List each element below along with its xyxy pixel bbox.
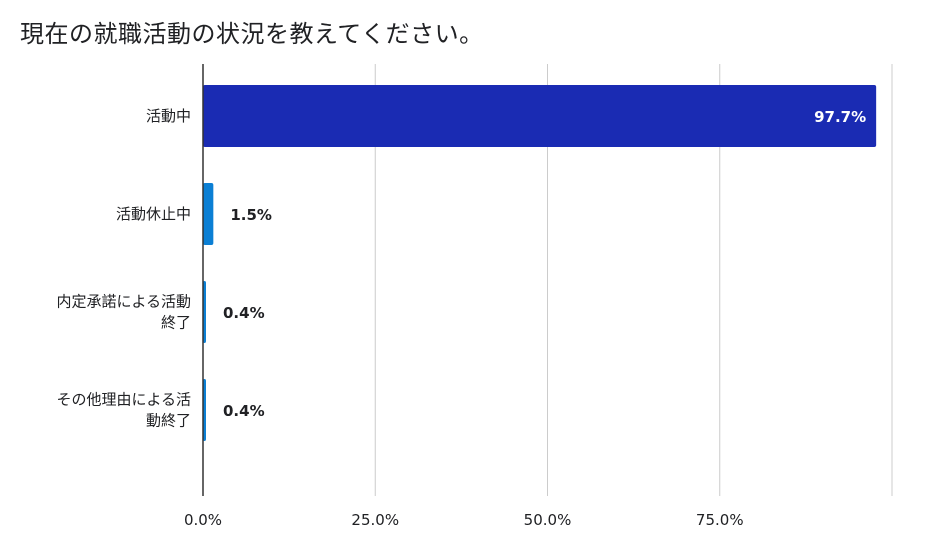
data-labels: 97.7% 1.5% 0.4% 0.4% — [223, 108, 866, 420]
category-label: 終了 — [161, 314, 191, 332]
category-label: 動終了 — [146, 412, 191, 430]
tick-label: 50.0% — [524, 511, 572, 529]
tick-labels: 0.0% 25.0% 50.0% 75.0% — [184, 511, 744, 529]
chart-title: 現在の就職活動の状況を教えてください。 — [20, 20, 484, 48]
category-label: 活動中 — [146, 107, 191, 125]
tick-label: 75.0% — [696, 511, 744, 529]
category-label: 活動休止中 — [116, 205, 191, 223]
data-label: 0.4% — [223, 402, 265, 420]
data-label: 1.5% — [230, 206, 272, 224]
tick-label: 0.0% — [184, 511, 222, 529]
data-label: 97.7% — [814, 108, 866, 126]
bars — [203, 85, 877, 441]
bar — [203, 85, 877, 147]
bar — [203, 183, 214, 245]
data-label: 0.4% — [223, 304, 265, 322]
category-label: 内定承諾による活動 — [56, 293, 191, 311]
tick-label: 25.0% — [351, 511, 399, 529]
category-label: その他理由による活 — [56, 391, 191, 409]
